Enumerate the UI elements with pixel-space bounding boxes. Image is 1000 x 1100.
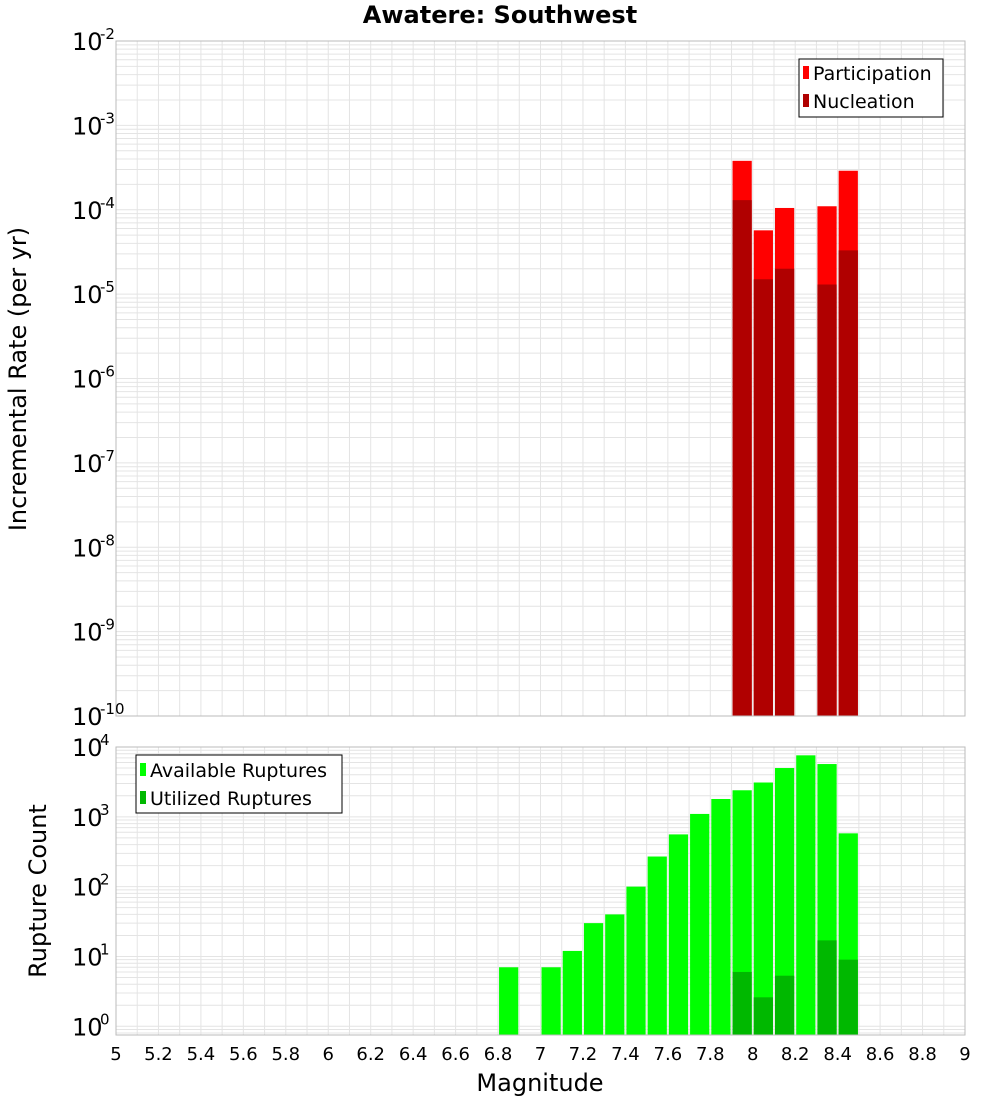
y-tick-exponent: -2 bbox=[100, 25, 115, 43]
y-tick-label: 10 bbox=[72, 450, 103, 478]
bottom-available-bar bbox=[647, 856, 667, 1035]
x-tick-label: 7 bbox=[535, 1044, 546, 1065]
x-tick-label: 5.8 bbox=[271, 1044, 300, 1065]
bottom-utilized-bar bbox=[732, 971, 752, 1035]
top-nucleation-bar bbox=[774, 268, 795, 716]
top-legend: Participation Nucleation bbox=[798, 58, 944, 118]
bottom-available-bar bbox=[690, 813, 710, 1035]
x-tick-label: 8.6 bbox=[866, 1044, 895, 1065]
bottom-available-bar bbox=[711, 798, 731, 1035]
y-tick-label: 10 bbox=[72, 197, 103, 225]
top-nucleation-bar bbox=[753, 279, 773, 716]
x-tick-label: 8 bbox=[747, 1044, 758, 1065]
top-nucleation-bar bbox=[838, 250, 858, 717]
y-tick-exponent: -3 bbox=[100, 109, 115, 127]
x-tick-label: 5 bbox=[110, 1044, 121, 1065]
top-y-tick-labels: 10-210-310-410-510-610-710-810-910-10 bbox=[72, 25, 125, 731]
y-tick-label: 10 bbox=[72, 734, 103, 762]
y-tick-label: 10 bbox=[72, 112, 103, 140]
bottom-available-bar bbox=[753, 782, 773, 1035]
y-tick-label: 10 bbox=[72, 534, 103, 562]
bottom-legend: Available Ruptures Utilized Ruptures bbox=[135, 754, 343, 814]
y-tick-exponent: -8 bbox=[100, 531, 115, 549]
y-tick-exponent: -10 bbox=[100, 700, 125, 718]
x-tick-label: 7.2 bbox=[569, 1044, 598, 1065]
y-tick-label: 10 bbox=[72, 804, 103, 832]
nucleation-legend-label: Nucleation bbox=[813, 91, 915, 113]
bottom-legend-box bbox=[135, 754, 343, 814]
x-tick-label: 5.2 bbox=[144, 1044, 173, 1065]
y-tick-exponent: 3 bbox=[100, 801, 110, 819]
y-tick-exponent: -4 bbox=[100, 194, 115, 212]
bottom-available-bar bbox=[796, 755, 816, 1035]
bottom-bars bbox=[499, 755, 858, 1035]
bottom-utilized-bar bbox=[774, 975, 795, 1035]
chart-title: Awatere: Southwest bbox=[363, 1, 637, 29]
top-nucleation-bar bbox=[817, 284, 837, 716]
x-tick-label: 8.8 bbox=[908, 1044, 937, 1065]
y-tick-label: 10 bbox=[72, 943, 103, 971]
bottom-available-bar bbox=[774, 768, 795, 1035]
bottom-available-bar bbox=[499, 967, 519, 1035]
y-tick-exponent: -7 bbox=[100, 447, 115, 465]
top-nucleation-bar bbox=[732, 200, 752, 716]
participation-legend-label: Participation bbox=[813, 63, 932, 85]
bottom-utilized-bar bbox=[817, 940, 837, 1035]
y-tick-exponent: 4 bbox=[100, 731, 110, 749]
x-tick-label: 8.4 bbox=[823, 1044, 852, 1065]
bottom-available-bar bbox=[668, 834, 689, 1035]
x-tick-label: 9 bbox=[959, 1044, 970, 1065]
available-legend-swatch bbox=[140, 763, 146, 776]
bottom-available-bar bbox=[626, 886, 646, 1035]
x-tick-label: 6.8 bbox=[484, 1044, 513, 1065]
x-tick-label: 7.4 bbox=[611, 1044, 640, 1065]
x-tick-label: 5.6 bbox=[229, 1044, 258, 1065]
x-tick-label: 6.4 bbox=[399, 1044, 428, 1065]
x-tick-label: 7.8 bbox=[696, 1044, 725, 1065]
bottom-utilized-bar bbox=[753, 997, 773, 1035]
top-plot-frame bbox=[115, 40, 966, 717]
x-tick-label: 6.2 bbox=[356, 1044, 385, 1065]
y-tick-label: 10 bbox=[72, 366, 103, 394]
x-tick-label: 6.6 bbox=[441, 1044, 470, 1065]
y-tick-exponent: -5 bbox=[100, 278, 115, 296]
bottom-utilized-bar bbox=[838, 959, 858, 1035]
bottom-y-axis-label: Rupture Count bbox=[24, 804, 52, 978]
bottom-available-bar bbox=[562, 950, 582, 1035]
x-tick-label: 7.6 bbox=[654, 1044, 683, 1065]
y-tick-exponent: 0 bbox=[100, 1010, 110, 1028]
y-tick-label: 10 bbox=[72, 28, 103, 56]
x-tick-label: 5.4 bbox=[187, 1044, 216, 1065]
y-tick-label: 10 bbox=[72, 703, 103, 731]
bottom-available-bar bbox=[541, 967, 561, 1035]
x-axis-label: Magnitude bbox=[476, 1069, 603, 1097]
y-tick-label: 10 bbox=[72, 619, 103, 647]
bottom-available-bar bbox=[605, 914, 625, 1035]
y-tick-exponent: -9 bbox=[100, 616, 115, 634]
y-tick-exponent: -6 bbox=[100, 363, 115, 381]
available-legend-label: Available Ruptures bbox=[150, 760, 327, 782]
y-tick-exponent: 2 bbox=[100, 871, 110, 889]
y-tick-label: 10 bbox=[72, 874, 103, 902]
utilized-legend-label: Utilized Ruptures bbox=[150, 788, 312, 810]
y-tick-exponent: 1 bbox=[100, 940, 110, 958]
top-y-axis-label: Incremental Rate (per yr) bbox=[4, 227, 32, 531]
utilized-legend-swatch bbox=[140, 791, 146, 804]
x-tick-label: 6 bbox=[323, 1044, 334, 1065]
top-gridlines bbox=[115, 41, 966, 717]
x-tick-labels: 5 5.2 5.4 5.6 5.8 6 6.2 6.4 6.6 6.8 7 7.2 7.4 7.6 7.8 8… bbox=[110, 1044, 970, 1065]
bottom-plot-frame bbox=[115, 746, 966, 1036]
participation-legend-swatch bbox=[803, 66, 809, 79]
top-bars bbox=[732, 160, 858, 717]
nucleation-legend-swatch bbox=[803, 94, 809, 107]
y-tick-label: 10 bbox=[72, 1013, 103, 1041]
y-tick-label: 10 bbox=[72, 281, 103, 309]
x-tick-label: 8.2 bbox=[781, 1044, 810, 1065]
top-legend-box bbox=[798, 58, 944, 118]
bottom-available-bar bbox=[583, 923, 604, 1035]
